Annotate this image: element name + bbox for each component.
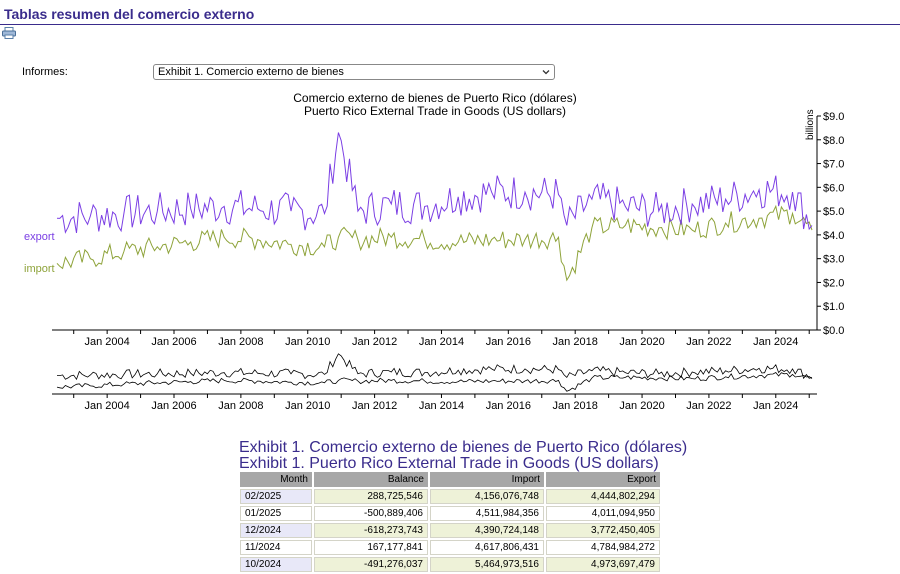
overview-export-line — [57, 353, 813, 381]
reports-select-value: Exhibit 1. Comercio externo de bienes — [158, 66, 344, 78]
cell-month: 12/2024 — [240, 523, 312, 538]
x-tick-label: Jan 2024 — [753, 400, 798, 412]
y-tick-label: $4.0 — [823, 230, 844, 242]
x-tick-label: Jan 2020 — [619, 336, 664, 348]
import-series-label: import — [24, 263, 55, 275]
cell-import: 4,390,724,148 — [430, 523, 544, 538]
table-title-es: Exhibit 1. Comercio externo de bienes de… — [239, 439, 688, 456]
cell-balance: -618,273,743 — [314, 523, 428, 538]
cell-import: 5,464,973,516 — [430, 557, 544, 572]
x-tick-label: Jan 2014 — [419, 336, 464, 348]
y-tick-label: $0.0 — [823, 325, 844, 337]
cell-month: 02/2025 — [240, 489, 312, 504]
header-month[interactable]: Month — [240, 472, 312, 487]
cell-export: 3,772,450,405 — [546, 523, 660, 538]
chart-title-es: Comercio externo de bienes de Puerto Ric… — [293, 91, 577, 105]
x-tick-label: Jan 2018 — [553, 336, 598, 348]
y-tick-label: $6.0 — [823, 182, 844, 194]
y-tick-label: $3.0 — [823, 254, 844, 266]
cell-month: 10/2024 — [240, 557, 312, 572]
x-tick-label: Jan 2018 — [553, 400, 598, 412]
table-row: 02/2025 288,725,546 4,156,076,748 4,444,… — [240, 489, 660, 504]
chevron-down-icon — [542, 70, 550, 75]
x-tick-label: Jan 2024 — [753, 336, 798, 348]
y-tick-label: $1.0 — [823, 301, 844, 313]
table-title-en: Exhibit 1. Puerto Rico External Trade in… — [239, 455, 659, 472]
export-line — [56, 132, 813, 234]
x-tick-label: Jan 2020 — [619, 400, 664, 412]
export-series-label: export — [24, 231, 55, 243]
x-tick-label: Jan 2006 — [151, 336, 196, 348]
header-import[interactable]: Import — [430, 472, 544, 487]
cell-month: 11/2024 — [240, 540, 312, 555]
cell-export: 4,784,984,272 — [546, 540, 660, 555]
x-tick-label: Jan 2022 — [686, 336, 731, 348]
header-balance[interactable]: Balance — [314, 472, 428, 487]
overview-chart: Jan 2004 Jan 2006 Jan 2008 Jan 2010 Jan 2012… — [52, 353, 817, 412]
y-tick-label: $7.0 — [823, 159, 844, 171]
table-header-row: Month Balance Import Export — [240, 472, 660, 487]
x-tick-label: Jan 2012 — [352, 400, 397, 412]
import-line — [56, 204, 813, 282]
y-tick-label: $5.0 — [823, 206, 844, 218]
x-tick-label: Jan 2014 — [419, 400, 464, 412]
x-tick-label: Jan 2008 — [218, 400, 263, 412]
overview-import-line — [56, 371, 813, 392]
printer-icon[interactable] — [2, 27, 16, 39]
cell-balance: 288,725,546 — [314, 489, 428, 504]
header-export[interactable]: Export — [546, 472, 660, 487]
main-plot-area: export import billions $0.0$1.0$2.0$3.0$… — [24, 109, 844, 348]
reports-select[interactable]: Exhibit 1. Comercio externo de bienes — [153, 64, 555, 80]
table-row: 11/2024 167,177,841 4,617,806,431 4,784,… — [240, 540, 660, 555]
x-tick-label: Jan 2016 — [486, 336, 531, 348]
chart-title-en: Puerto Rico External Trade in Goods (US … — [303, 104, 567, 118]
table-row: 12/2024 -618,273,743 4,390,724,148 3,772… — [240, 523, 660, 538]
cell-export: 4,011,094,950 — [546, 506, 660, 521]
x-tick-label: Jan 2008 — [218, 336, 263, 348]
reports-label: Informes: — [22, 66, 68, 78]
cell-balance: -500,889,406 — [314, 506, 428, 521]
cell-import: 4,511,984,356 — [430, 506, 544, 521]
page-title: Tablas resumen del comercio externo — [4, 6, 255, 22]
x-tick-label: Jan 2010 — [285, 336, 330, 348]
table-row: 10/2024 -491,276,037 5,464,973,516 4,973… — [240, 557, 660, 572]
cell-export: 4,973,697,479 — [546, 557, 660, 572]
table-row: 01/2025 -500,889,406 4,511,984,356 4,011… — [240, 506, 660, 521]
x-ticks-overview: Jan 2004 Jan 2006 Jan 2008 Jan 2010 Jan 2012… — [73, 394, 810, 412]
cell-month: 01/2025 — [240, 506, 312, 521]
y-tick-label: $2.0 — [823, 277, 844, 289]
x-ticks-main: Jan 2004 Jan 2006 Jan 2008 Jan 2010 Jan 2012… — [73, 330, 810, 348]
x-tick-label: Jan 2012 — [352, 336, 397, 348]
x-tick-label: Jan 2004 — [85, 400, 130, 412]
x-tick-label: Jan 2010 — [285, 400, 330, 412]
cell-import: 4,617,806,431 — [430, 540, 544, 555]
x-tick-label: Jan 2004 — [85, 336, 130, 348]
cell-import: 4,156,076,748 — [430, 489, 544, 504]
x-tick-label: Jan 2016 — [486, 400, 531, 412]
x-tick-label: Jan 2022 — [686, 400, 731, 412]
page-header: Tablas resumen del comercio externo — [0, 0, 900, 25]
cell-balance: 167,177,841 — [314, 540, 428, 555]
y-tick-label: $9.0 — [823, 111, 844, 123]
y-tick-label: $8.0 — [823, 135, 844, 147]
cell-export: 4,444,802,294 — [546, 489, 660, 504]
x-tick-label: Jan 2006 — [151, 400, 196, 412]
units-label: billions — [805, 109, 816, 140]
cell-balance: -491,276,037 — [314, 557, 428, 572]
trade-table: Month Balance Import Export 02/2025 288,… — [238, 470, 662, 574]
y-ticks: $0.0 $1.0 $2.0 $3.0 $4.0 $5.0 $6.0 $7.0 $8.0 $9.0 — [817, 111, 844, 337]
